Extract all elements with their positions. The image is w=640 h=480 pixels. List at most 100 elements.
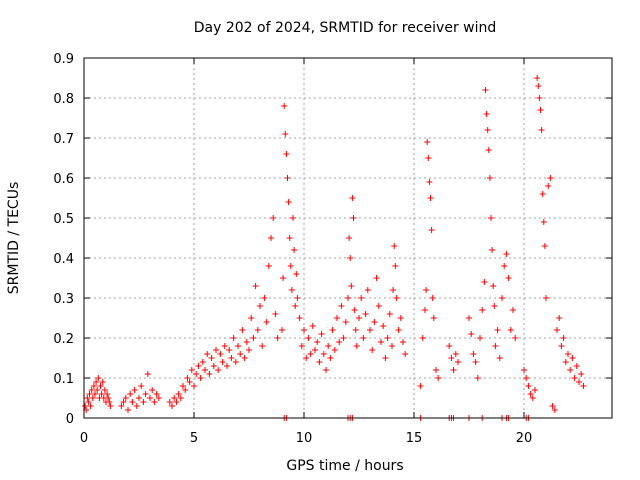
data-point (430, 315, 437, 321)
data-point (569, 355, 576, 361)
data-point (567, 367, 574, 373)
data-point (151, 399, 158, 405)
data-point (503, 251, 510, 257)
x-tick-label: 0 (80, 431, 88, 446)
data-point (525, 383, 532, 389)
data-point (360, 335, 367, 341)
data-point (88, 387, 95, 393)
data-point (206, 371, 213, 377)
data-point (265, 263, 272, 269)
data-point (136, 395, 142, 401)
data-point (435, 375, 442, 381)
data-point (535, 83, 542, 89)
data-point (127, 391, 134, 397)
data-point (106, 399, 113, 405)
data-point (417, 383, 424, 389)
data-point (358, 295, 365, 301)
data-point (558, 343, 565, 349)
data-point (95, 375, 102, 381)
data-point (195, 363, 202, 369)
data-point (501, 263, 508, 269)
data-point (280, 275, 287, 281)
data-point (268, 235, 274, 241)
data-point (510, 307, 516, 313)
data-point (425, 155, 432, 161)
data-point (367, 327, 373, 333)
data-point (92, 391, 98, 397)
data-point (472, 359, 479, 365)
data-point (536, 95, 543, 101)
data-point (288, 287, 295, 293)
data-point (261, 295, 268, 301)
data-point (283, 151, 290, 157)
data-point (296, 315, 303, 321)
data-point (532, 387, 538, 393)
y-tick-label: 0.3 (53, 292, 74, 307)
data-point (392, 263, 399, 269)
data-point (541, 243, 548, 249)
y-ticks: 0 0.1 0.2 0.3 0.4 0.5 0.6 0.7 0.8 0.9 (53, 52, 612, 427)
data-point (215, 367, 222, 373)
data-point (138, 383, 145, 389)
data-point (309, 323, 316, 329)
y-tick-label: 0.6 (53, 172, 74, 187)
data-point (523, 375, 530, 381)
data-point (499, 295, 505, 301)
data-point (364, 287, 371, 293)
data-point (303, 355, 310, 361)
data-point (301, 327, 307, 333)
x-tick-label: 10 (296, 431, 313, 446)
data-point (213, 347, 219, 353)
data-point (488, 215, 494, 221)
x-tick-label: 15 (406, 431, 423, 446)
data-point (329, 327, 336, 333)
data-point (97, 383, 104, 389)
data-point (191, 383, 197, 389)
data-point (455, 359, 461, 365)
data-point (210, 363, 217, 369)
data-point (248, 315, 255, 321)
data-point (428, 227, 435, 233)
data-point (481, 279, 488, 285)
data-point (239, 327, 246, 333)
data-point (534, 75, 541, 81)
data-point (340, 335, 347, 341)
data-point (122, 395, 129, 401)
data-point (483, 111, 490, 117)
data-point (93, 379, 100, 385)
data-point (171, 395, 178, 401)
data-point (369, 347, 376, 353)
data-point (486, 175, 493, 181)
data-point (336, 339, 343, 345)
data-point (491, 303, 498, 309)
data-point (556, 315, 563, 321)
data-point (199, 359, 206, 365)
data-point (424, 139, 431, 145)
data-point (373, 275, 380, 281)
data-point (173, 399, 180, 405)
data-point (474, 375, 481, 381)
data-point (547, 175, 554, 181)
data-point (118, 403, 125, 409)
data-point (576, 379, 582, 385)
data-point (270, 215, 277, 221)
data-point (193, 371, 200, 377)
data-point (537, 107, 544, 113)
data-point (427, 195, 434, 201)
y-tick-label: 0.4 (53, 252, 74, 267)
x-ticks: 0 5 10 15 20 (80, 58, 532, 446)
data-point (279, 327, 285, 333)
data-point (224, 363, 230, 369)
data-point (241, 355, 248, 361)
data-point (166, 399, 173, 405)
data-point (107, 403, 114, 409)
data-point (144, 371, 151, 377)
data-point (129, 399, 136, 405)
data-point (142, 391, 149, 397)
data-point (362, 311, 369, 317)
data-point (232, 359, 239, 365)
data-point (353, 343, 360, 349)
data-point (470, 351, 477, 357)
data-point (105, 395, 112, 401)
data-point (479, 307, 486, 313)
